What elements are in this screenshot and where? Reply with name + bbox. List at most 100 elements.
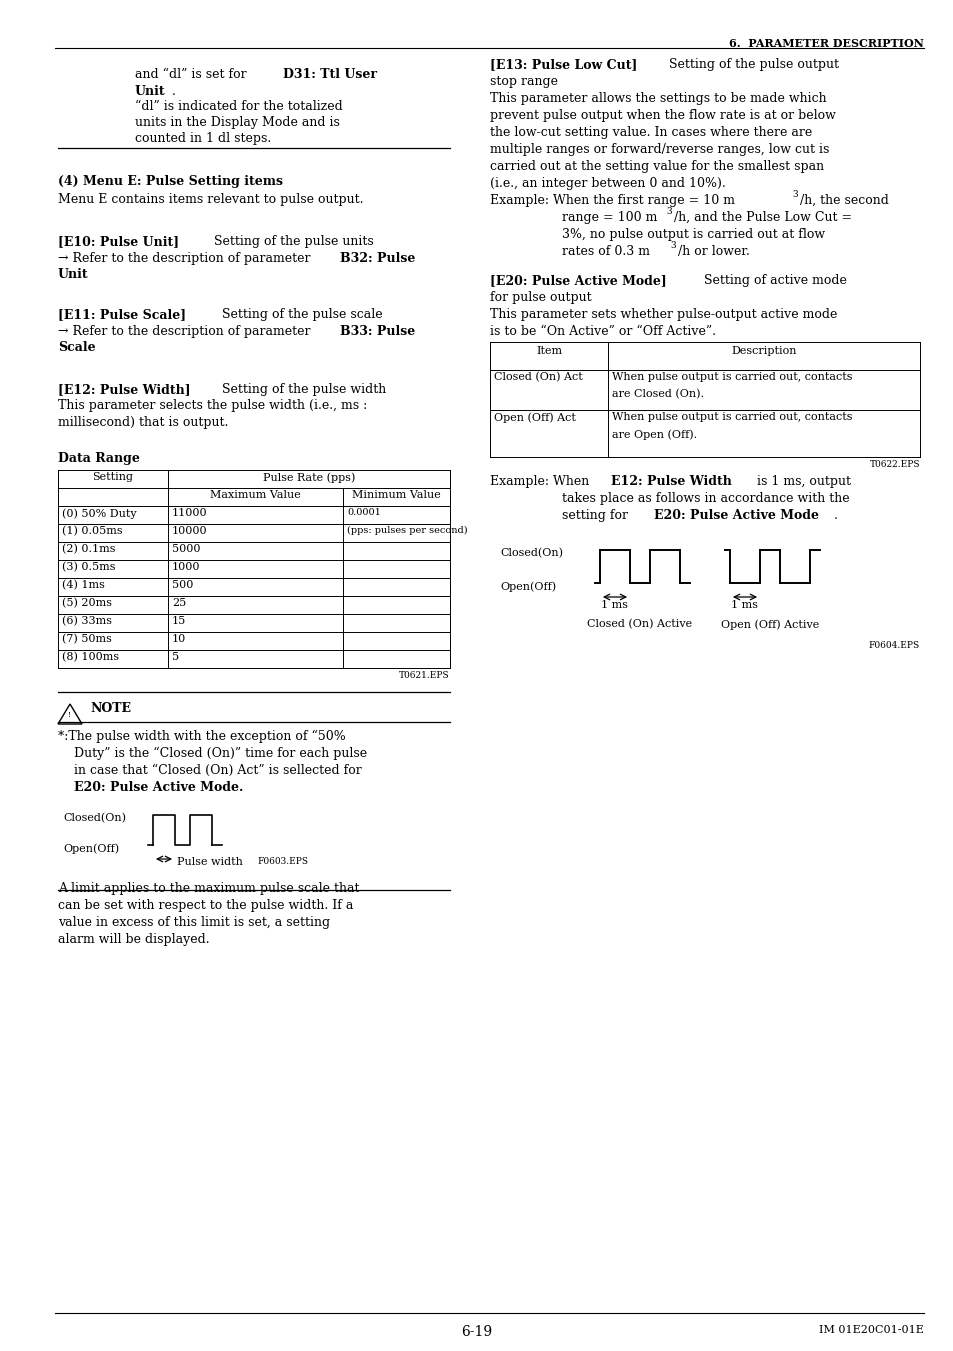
Text: Pulse Rate (pps): Pulse Rate (pps) <box>262 471 355 482</box>
Text: Setting of the pulse output: Setting of the pulse output <box>664 58 838 72</box>
Text: 5000: 5000 <box>172 544 200 554</box>
Text: When pulse output is carried out, contacts: When pulse output is carried out, contac… <box>612 372 852 382</box>
Text: IM 01E20C01-01E: IM 01E20C01-01E <box>819 1325 923 1335</box>
Text: (4) Menu E: Pulse Setting items: (4) Menu E: Pulse Setting items <box>58 176 283 188</box>
Text: Pulse width: Pulse width <box>177 857 243 867</box>
Text: This parameter selects the pulse width (i.e., ms :: This parameter selects the pulse width (… <box>58 399 367 412</box>
Text: 1 ms: 1 ms <box>601 600 628 611</box>
Text: multiple ranges or forward/reverse ranges, low cut is: multiple ranges or forward/reverse range… <box>490 143 828 155</box>
Text: (7) 50ms: (7) 50ms <box>62 634 112 644</box>
Text: B32: Pulse: B32: Pulse <box>339 253 415 265</box>
Text: → Refer to the description of parameter: → Refer to the description of parameter <box>58 326 314 338</box>
Text: Open (Off) Active: Open (Off) Active <box>720 619 819 630</box>
Text: /h or lower.: /h or lower. <box>678 245 749 258</box>
Text: [E12: Pulse Width]: [E12: Pulse Width] <box>58 382 191 396</box>
Text: [E11: Pulse Scale]: [E11: Pulse Scale] <box>58 308 186 322</box>
Text: 3: 3 <box>791 190 797 199</box>
Text: (i.e., an integer between 0 and 10%).: (i.e., an integer between 0 and 10%). <box>490 177 725 190</box>
Text: .: . <box>172 85 175 99</box>
Text: Description: Description <box>731 346 796 357</box>
Text: NOTE: NOTE <box>90 703 131 715</box>
Text: (6) 33ms: (6) 33ms <box>62 616 112 627</box>
Text: Closed (On) Act: Closed (On) Act <box>494 372 582 382</box>
Text: (5) 20ms: (5) 20ms <box>62 598 112 608</box>
Text: 500: 500 <box>172 580 193 590</box>
Text: setting for: setting for <box>561 509 631 521</box>
Text: T0621.EPS: T0621.EPS <box>399 671 450 680</box>
Text: Item: Item <box>536 346 561 357</box>
Text: “dl” is indicated for the totalized: “dl” is indicated for the totalized <box>135 100 342 113</box>
Text: (3) 0.5ms: (3) 0.5ms <box>62 562 115 573</box>
Text: F0604.EPS: F0604.EPS <box>868 640 919 650</box>
Text: Unit: Unit <box>58 267 89 281</box>
Text: (8) 100ms: (8) 100ms <box>62 653 119 662</box>
Text: stop range: stop range <box>490 76 558 88</box>
Text: Closed(On): Closed(On) <box>499 549 562 558</box>
Text: Menu E contains items relevant to pulse output.: Menu E contains items relevant to pulse … <box>58 193 363 205</box>
Text: counted in 1 dl steps.: counted in 1 dl steps. <box>135 132 271 145</box>
Text: Scale: Scale <box>58 340 95 354</box>
Text: range = 100 m: range = 100 m <box>561 211 657 224</box>
Text: D31: Ttl User: D31: Ttl User <box>283 68 376 81</box>
Text: can be set with respect to the pulse width. If a: can be set with respect to the pulse wid… <box>58 898 353 912</box>
Text: 3: 3 <box>669 240 675 250</box>
Text: 1000: 1000 <box>172 562 200 571</box>
Text: and “dl” is set for: and “dl” is set for <box>135 68 251 81</box>
Text: the low-cut setting value. In cases where there are: the low-cut setting value. In cases wher… <box>490 126 811 139</box>
Text: Setting: Setting <box>92 471 133 482</box>
Text: prevent pulse output when the flow rate is at or below: prevent pulse output when the flow rate … <box>490 109 835 122</box>
Text: Setting of the pulse units: Setting of the pulse units <box>210 235 374 249</box>
Text: 25: 25 <box>172 598 186 608</box>
Text: 15: 15 <box>172 616 186 626</box>
Text: Closed(On): Closed(On) <box>63 813 126 823</box>
Text: 0.0001: 0.0001 <box>347 508 380 517</box>
Text: .: . <box>833 509 837 521</box>
Text: 5: 5 <box>172 653 179 662</box>
Text: Closed (On) Active: Closed (On) Active <box>587 619 692 630</box>
Text: units in the Display Mode and is: units in the Display Mode and is <box>135 116 339 128</box>
Text: [E10: Pulse Unit]: [E10: Pulse Unit] <box>58 235 179 249</box>
Text: (0) 50% Duty: (0) 50% Duty <box>62 508 136 519</box>
Text: Setting of the pulse scale: Setting of the pulse scale <box>218 308 382 322</box>
Text: 3: 3 <box>665 207 671 216</box>
Text: is to be “On Active” or “Off Active”.: is to be “On Active” or “Off Active”. <box>490 326 716 338</box>
Text: 11000: 11000 <box>172 508 208 517</box>
Text: Unit: Unit <box>135 85 166 99</box>
Text: → Refer to the description of parameter: → Refer to the description of parameter <box>58 253 314 265</box>
Text: carried out at the setting value for the smallest span: carried out at the setting value for the… <box>490 159 823 173</box>
Text: 1 ms: 1 ms <box>731 600 758 611</box>
Text: (4) 1ms: (4) 1ms <box>62 580 105 590</box>
Text: 6-19: 6-19 <box>461 1325 492 1339</box>
Text: value in excess of this limit is set, a setting: value in excess of this limit is set, a … <box>58 916 330 929</box>
Text: E12: Pulse Width: E12: Pulse Width <box>610 476 731 488</box>
Text: Minimum Value: Minimum Value <box>352 490 440 500</box>
Text: (2) 0.1ms: (2) 0.1ms <box>62 544 115 554</box>
Text: for pulse output: for pulse output <box>490 290 591 304</box>
Text: (pps: pulses per second): (pps: pulses per second) <box>347 526 467 535</box>
Text: F0603.EPS: F0603.EPS <box>256 857 308 866</box>
Text: 3%, no pulse output is carried out at flow: 3%, no pulse output is carried out at fl… <box>561 228 824 240</box>
Text: 10000: 10000 <box>172 526 208 536</box>
Text: millisecond) that is output.: millisecond) that is output. <box>58 416 228 430</box>
Text: are Closed (On).: are Closed (On). <box>612 389 703 400</box>
Text: Example: When: Example: When <box>490 476 593 488</box>
Text: !: ! <box>69 711 71 719</box>
Text: are Open (Off).: are Open (Off). <box>612 430 697 439</box>
Text: in case that “Closed (On) Act” is sellected for: in case that “Closed (On) Act” is sellec… <box>74 765 361 777</box>
Text: takes place as follows in accordance with the: takes place as follows in accordance wit… <box>561 492 849 505</box>
Text: [E20: Pulse Active Mode]: [E20: Pulse Active Mode] <box>490 274 666 286</box>
Text: A limit applies to the maximum pulse scale that: A limit applies to the maximum pulse sca… <box>58 882 359 894</box>
Text: [E13: Pulse Low Cut]: [E13: Pulse Low Cut] <box>490 58 637 72</box>
Text: Setting of active mode: Setting of active mode <box>700 274 846 286</box>
Text: is 1 ms, output: is 1 ms, output <box>752 476 850 488</box>
Text: T0622.EPS: T0622.EPS <box>868 459 919 469</box>
Text: Open (Off) Act: Open (Off) Act <box>494 412 576 423</box>
Text: Maximum Value: Maximum Value <box>210 490 300 500</box>
Text: This parameter allows the settings to be made which: This parameter allows the settings to be… <box>490 92 825 105</box>
Text: (1) 0.05ms: (1) 0.05ms <box>62 526 123 536</box>
Text: E20: Pulse Active Mode: E20: Pulse Active Mode <box>654 509 818 521</box>
Text: /h, and the Pulse Low Cut =: /h, and the Pulse Low Cut = <box>673 211 851 224</box>
Text: Duty” is the “Closed (On)” time for each pulse: Duty” is the “Closed (On)” time for each… <box>74 747 367 761</box>
Text: Setting of the pulse width: Setting of the pulse width <box>218 382 386 396</box>
Text: 10: 10 <box>172 634 186 644</box>
